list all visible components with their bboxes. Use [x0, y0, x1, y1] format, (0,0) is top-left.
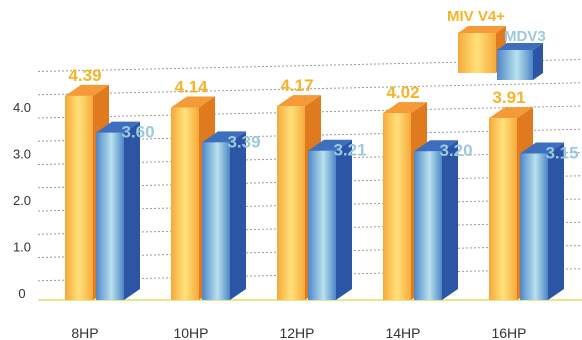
bars: [65, 84, 564, 301]
x-tick-label: 10HP: [173, 325, 208, 340]
x-axis-ticks: 8HP 10HP 12HP 14HP 16HP: [71, 325, 526, 340]
bar-mdv3: [96, 121, 140, 300]
x-tick-label: 12HP: [279, 325, 314, 340]
data-label-mdv3: 3.39: [227, 132, 260, 151]
y-tick-label: 4.0: [13, 100, 31, 115]
x-tick-label: 14HP: [385, 325, 420, 340]
y-tick-label: 3.0: [13, 147, 31, 162]
data-label-miv-v4plus: 4.39: [68, 66, 101, 85]
data-label-mdv3: 3.20: [439, 141, 472, 160]
legend-label-miv-v4plus: MIV V4+: [447, 8, 505, 25]
data-labels: 4.39 3.60 4.14 3.39 4.17 3.21 4.02 3.20 3.91 3.15: [68, 66, 578, 163]
y-axis-ticks: 0 1.0 2.0 3.0 4.0: [13, 100, 31, 301]
data-label-mdv3: 3.15: [545, 144, 578, 163]
legend: MIV V4+ MDV3: [447, 8, 546, 80]
data-label-miv-v4plus: 4.17: [280, 76, 313, 95]
legend-label-mdv3: MDV3: [504, 28, 546, 45]
data-label-mdv3: 3.21: [333, 141, 366, 160]
data-label-miv-v4plus: 4.02: [386, 83, 419, 102]
bar-mdv3: [308, 139, 352, 300]
gridline: [37, 82, 582, 96]
data-label-miv-v4plus: 3.91: [492, 88, 525, 107]
x-tick-label: 16HP: [491, 325, 526, 340]
data-label-mdv3: 3.60: [121, 123, 154, 142]
bar-mdv3: [414, 140, 458, 300]
y-tick-label: 2.0: [13, 193, 31, 208]
y-tick-label: 1.0: [13, 240, 31, 255]
y-tick-label: 0: [18, 286, 25, 301]
legend-swatch-mdv3: [497, 43, 543, 80]
bar-mdv3: [202, 131, 246, 300]
x-tick-label: 8HP: [71, 325, 98, 340]
data-label-miv-v4plus: 4.14: [174, 77, 208, 96]
bar-mdv3: [520, 142, 564, 300]
